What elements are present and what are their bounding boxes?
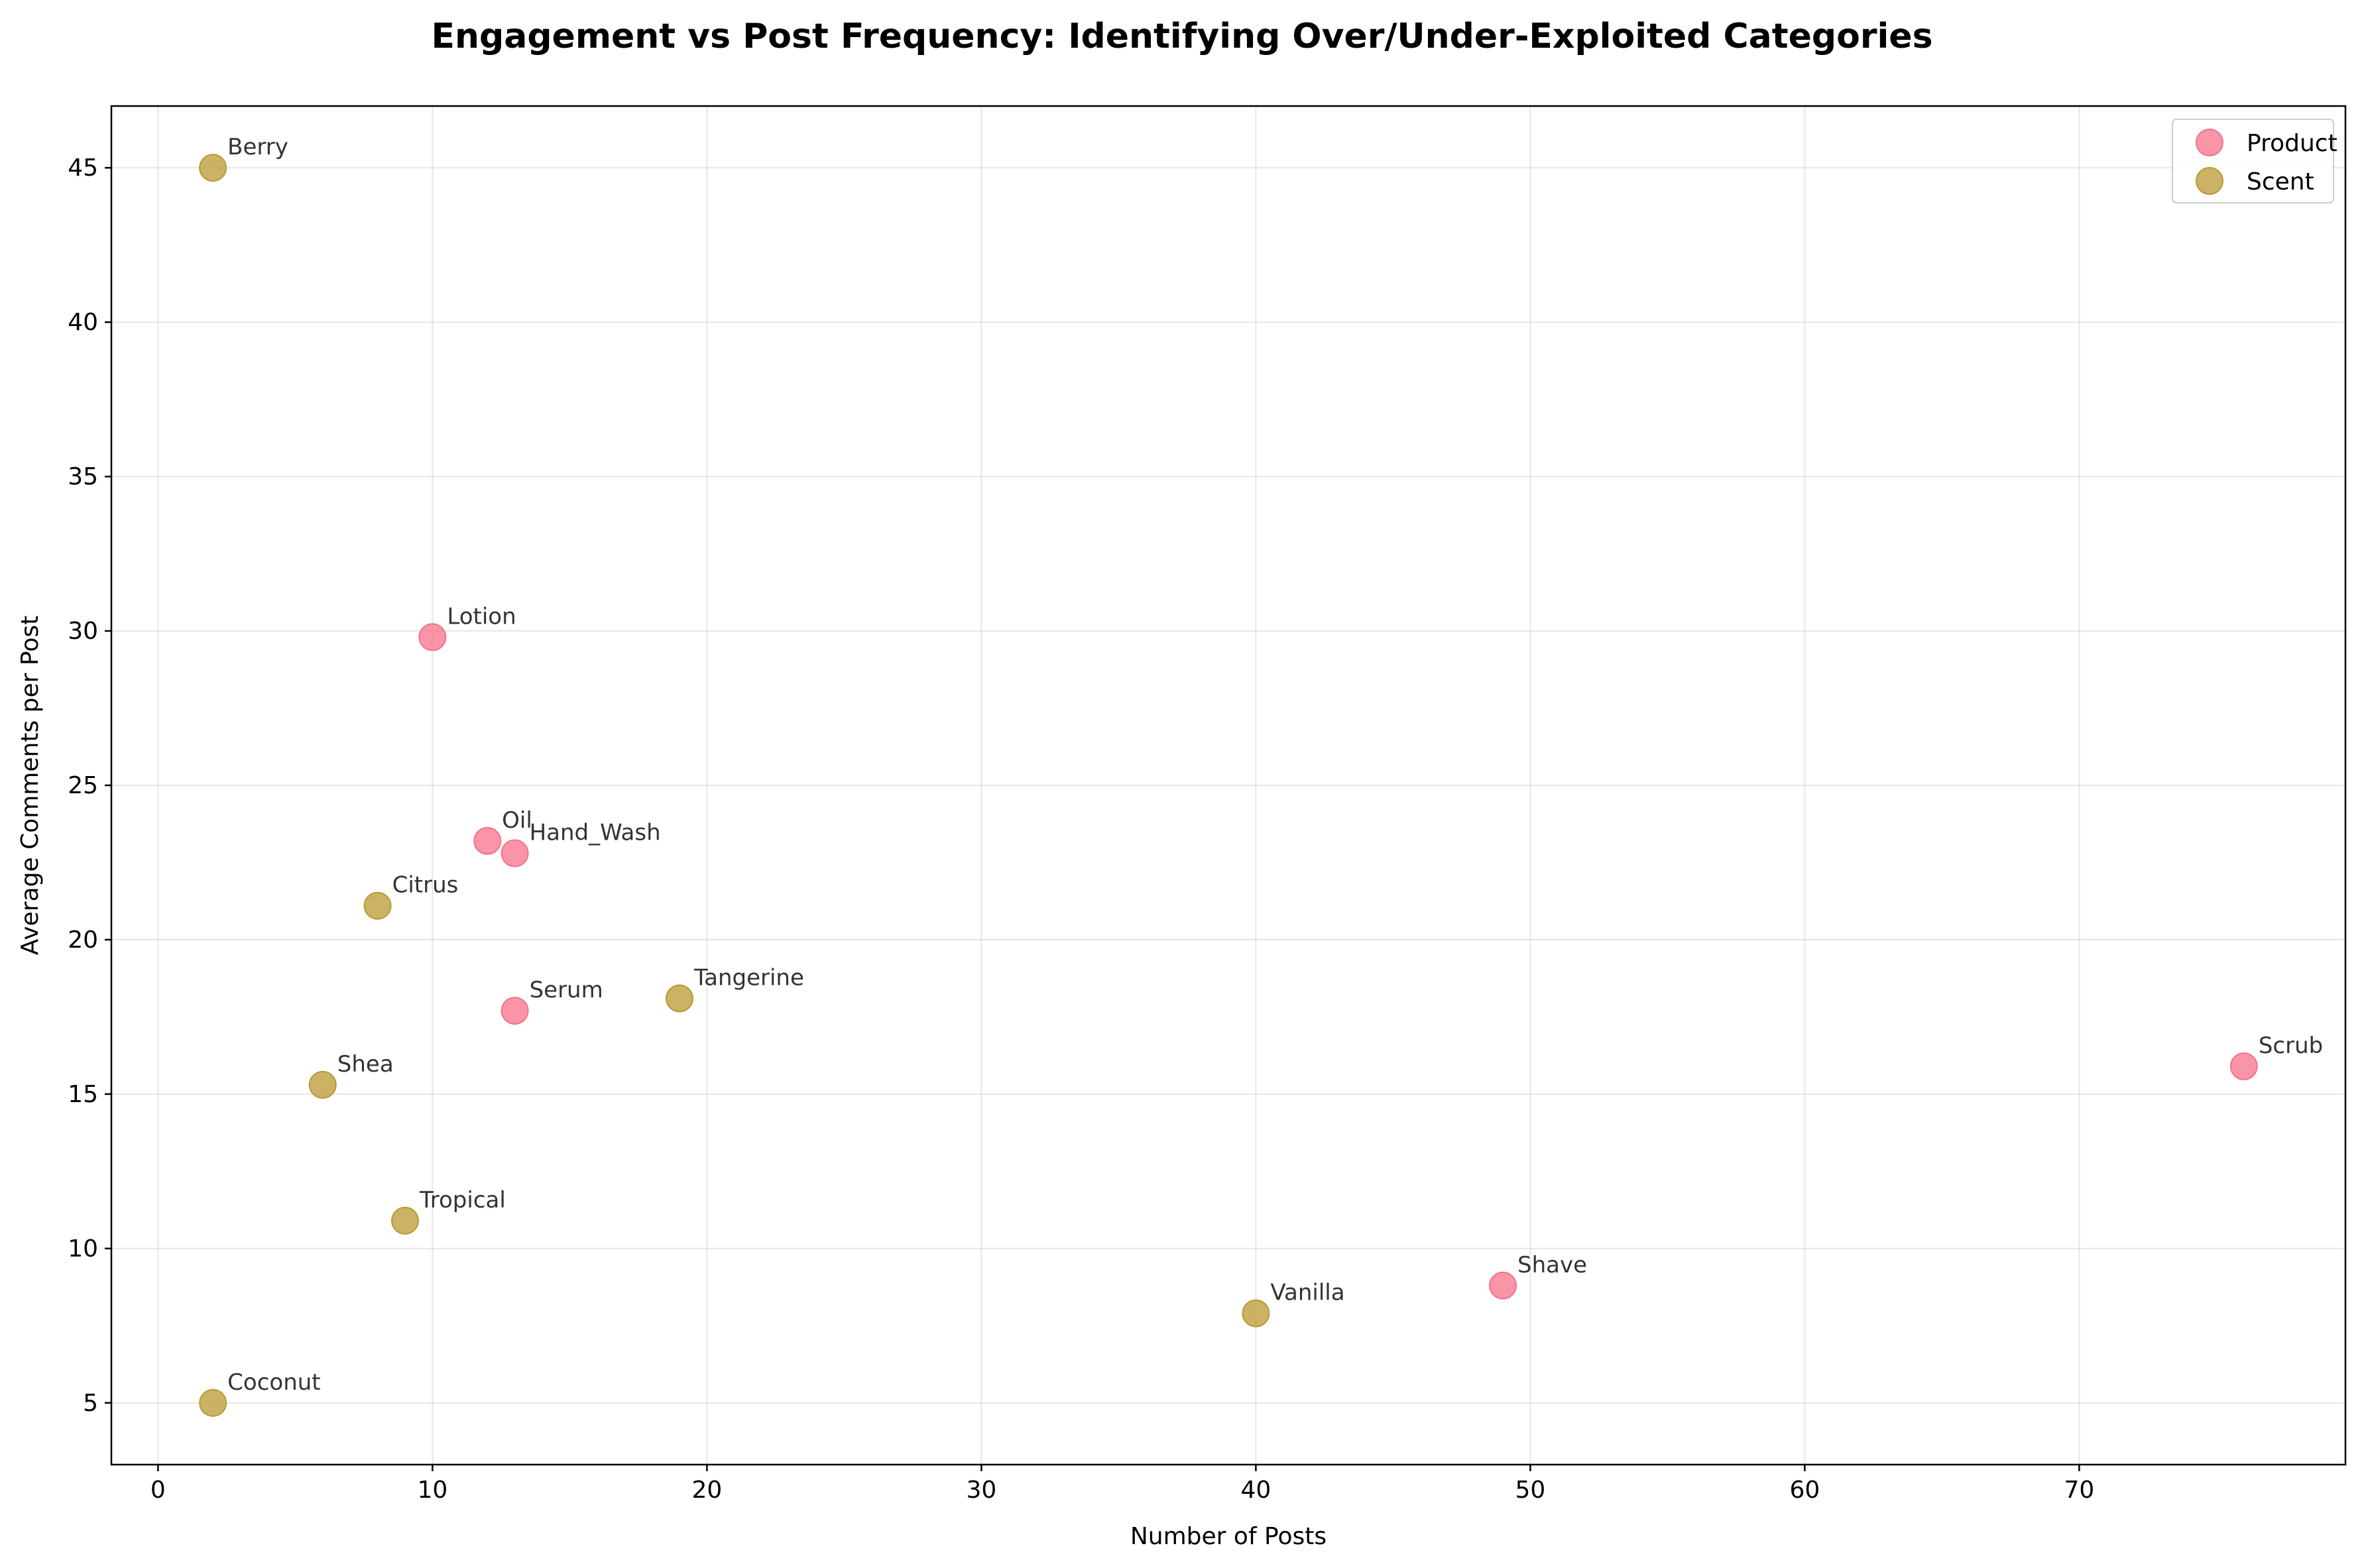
data-point-lotion [418,623,447,651]
data-point-tangerine [665,984,693,1013]
x-axis-label: Number of Posts [1130,1523,1327,1550]
data-points [199,154,2258,1417]
y-tick-label: 20 [68,926,98,954]
y-axis-label: Average Comments per Post [17,616,44,955]
data-point-serum [501,997,529,1025]
data-point-tropical [390,1206,419,1235]
legend-marker-scent [2196,167,2223,195]
plot-frame [110,105,2347,1466]
data-point-shave [1489,1271,1517,1300]
point-label-scrub: Scrub [2259,1033,2323,1059]
legend: Product Scent [2172,119,2337,203]
x-tick-label: 30 [966,1477,996,1504]
point-label-citrus: Citrus [392,872,459,899]
chart-title: Engagement vs Post Frequency: Identifyin… [431,17,1932,56]
point-label-tropical: Tropical [419,1187,506,1213]
point-label-berry: Berry [227,134,288,160]
legend-label-scent: Scent [2247,168,2314,196]
x-tick-label: 20 [691,1477,722,1504]
x-tick-label: 60 [1790,1477,1820,1504]
x-tick-label: 70 [2064,1477,2095,1504]
axis-ticks: 0 10 20 30 40 50 60 70 5 10 15 20 25 30 35 40 45 [68,154,2094,1504]
data-point-oil [473,826,502,855]
x-tick-label: 0 [150,1477,166,1504]
point-label-shave: Shave [1517,1252,1587,1278]
y-tick-label: 10 [68,1235,98,1262]
y-tick-label: 35 [68,463,98,490]
point-label-shea: Shea [337,1051,394,1078]
point-label-hand-wash: Hand_Wash [530,820,661,846]
point-label-serum: Serum [530,977,603,1003]
point-label-vanilla: Vanilla [1270,1280,1344,1306]
legend-marker-product [2196,129,2223,156]
data-point-citrus [363,891,392,920]
grid [111,106,2345,1465]
data-point-coconut [199,1388,227,1417]
y-tick-label: 15 [68,1081,98,1108]
data-point-berry [199,154,227,182]
data-point-vanilla [1242,1299,1270,1327]
y-tick-label: 25 [68,772,98,799]
point-label-lotion: Lotion [447,603,516,630]
y-tick-label: 45 [68,154,98,182]
point-label-tangerine: Tangerine [693,964,804,991]
y-tick-label: 5 [83,1390,98,1417]
data-point-scrub [2229,1052,2258,1080]
y-tick-label: 30 [68,618,98,645]
data-point-hand-wash [501,839,529,868]
point-label-coconut: Coconut [227,1369,320,1396]
x-tick-label: 50 [1515,1477,1545,1504]
x-tick-label: 40 [1240,1477,1271,1504]
y-tick-label: 40 [68,309,98,336]
legend-label-product: Product [2247,130,2337,157]
data-point-shea [308,1070,337,1099]
point-label-oil: Oil [502,807,532,834]
x-tick-label: 10 [417,1477,447,1504]
